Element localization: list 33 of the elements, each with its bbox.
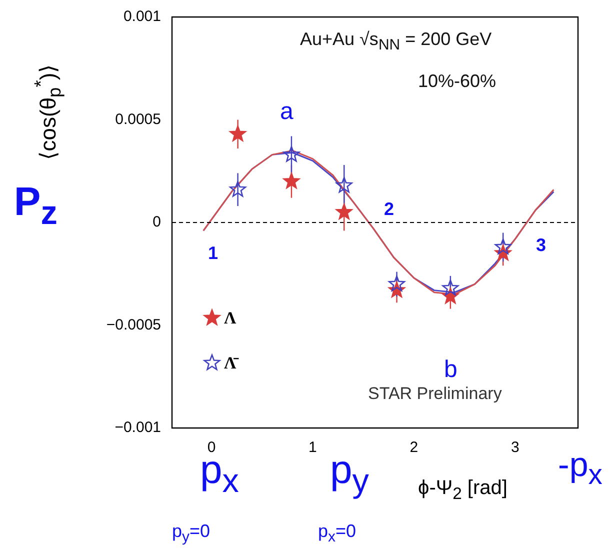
point xyxy=(230,125,246,142)
annotation: 2 xyxy=(384,199,394,219)
annotation: 3 xyxy=(536,235,546,255)
y-tick-label: 0.001 xyxy=(123,8,161,26)
annotation: Au+Au √s$_{NN}$ = 200 GeV xyxy=(300,29,492,54)
point xyxy=(283,172,300,189)
text: -p$_{x}$ xyxy=(558,446,602,491)
x-tick-label: 3 xyxy=(511,439,520,456)
x-tick-label: 1 xyxy=(308,439,317,456)
annotation: b xyxy=(444,356,458,383)
annotation: STAR Preliminary xyxy=(368,384,502,403)
y-tick-label: −0.0005 xyxy=(106,316,161,334)
annotation: 10%-60% xyxy=(418,71,496,91)
text: p$_{x}$=0 xyxy=(318,521,356,546)
point xyxy=(336,204,352,220)
legend-label: Λ xyxy=(224,308,237,328)
annotation: a xyxy=(280,98,294,125)
point xyxy=(283,146,300,162)
point xyxy=(442,280,459,296)
text: P$_{z}$ xyxy=(14,180,58,232)
point xyxy=(336,176,352,193)
text: p$_{y}$=0 xyxy=(172,521,210,546)
y-tick-label: −0.001 xyxy=(114,419,161,436)
text: p$_{y}$ xyxy=(330,448,369,500)
legend-label: Λ̄ xyxy=(224,353,240,372)
point xyxy=(494,238,512,254)
y-tick-label: 0 xyxy=(152,214,161,231)
point xyxy=(230,180,246,197)
x-axis-title: ϕ-Ψ$_{2}$ [rad] xyxy=(418,477,508,503)
point xyxy=(388,276,406,292)
annotation: 1 xyxy=(208,243,218,263)
x-tick-label: 2 xyxy=(410,439,418,456)
y-tick-label: 0.0005 xyxy=(115,110,161,128)
